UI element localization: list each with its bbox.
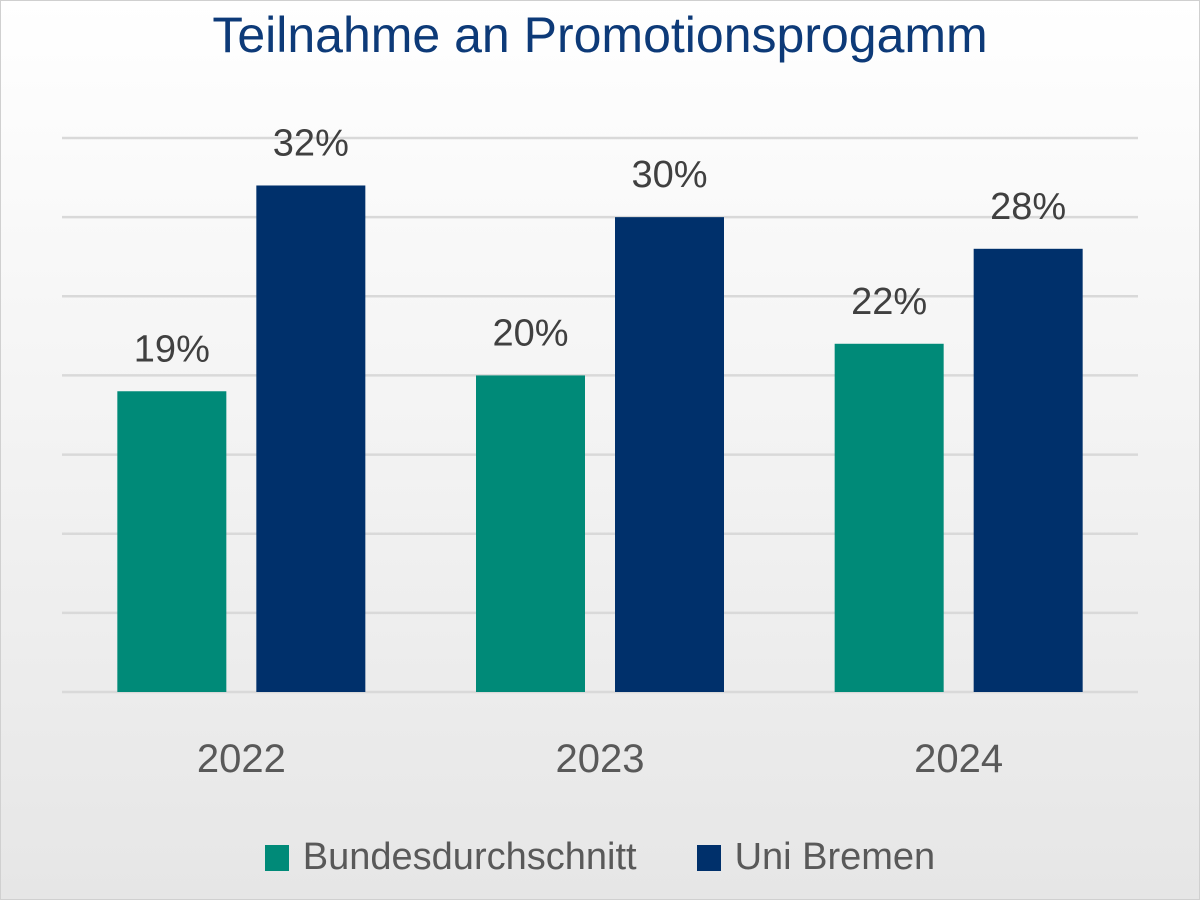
bar-uni-bremen-2022 (256, 185, 366, 692)
legend-swatch (696, 844, 721, 871)
legend-swatch (264, 844, 289, 871)
bar-bundesdurchschnitt-2022 (117, 391, 227, 692)
legend-label: Bundesdurchschnitt (302, 836, 637, 878)
legend-label: Uni Bremen (734, 836, 936, 878)
legend-item-bundesdurchschnitt: Bundesdurchschnitt (264, 836, 637, 879)
legend: Bundesdurchschnitt Uni Bremen (0, 836, 1200, 879)
legend-item-uni-bremen: Uni Bremen (696, 836, 936, 879)
data-label: 22% (851, 281, 927, 323)
x-tick-label: 2023 (556, 737, 645, 781)
data-label: 19% (134, 328, 210, 370)
bar-uni-bremen-2023 (615, 217, 724, 692)
bar-bundesdurchschnitt-2023 (476, 375, 585, 692)
x-tick-label: 2022 (197, 737, 286, 781)
data-label: 30% (631, 154, 707, 196)
data-label: 32% (273, 122, 349, 164)
bar-uni-bremen-2024 (973, 248, 1083, 693)
bar-bundesdurchschnitt-2024 (834, 343, 944, 692)
x-tick-label: 2024 (914, 737, 1003, 781)
data-label: 28% (990, 186, 1066, 228)
data-label: 20% (492, 312, 568, 354)
chart-title: Teilnahme an Promotionsprogamm (212, 7, 988, 63)
